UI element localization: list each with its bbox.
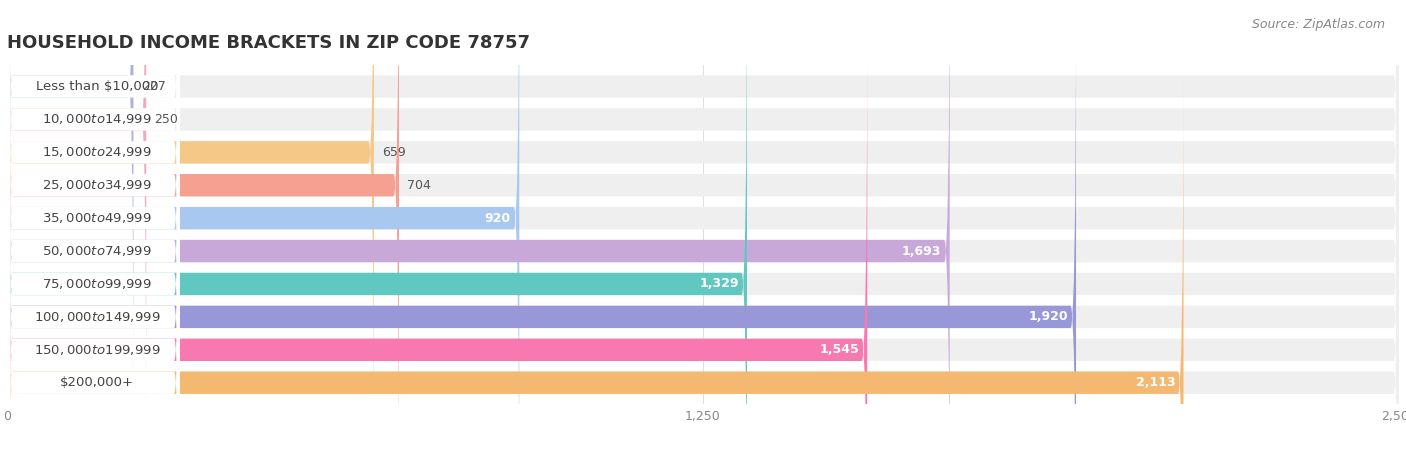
- FancyBboxPatch shape: [7, 32, 868, 449]
- Text: 920: 920: [485, 211, 510, 224]
- FancyBboxPatch shape: [7, 0, 180, 449]
- Text: 1,693: 1,693: [901, 245, 941, 258]
- FancyBboxPatch shape: [7, 0, 180, 405]
- Text: $25,000 to $34,999: $25,000 to $34,999: [42, 178, 152, 192]
- Text: HOUSEHOLD INCOME BRACKETS IN ZIP CODE 78757: HOUSEHOLD INCOME BRACKETS IN ZIP CODE 78…: [7, 34, 530, 52]
- FancyBboxPatch shape: [7, 0, 146, 437]
- FancyBboxPatch shape: [7, 0, 180, 449]
- Text: 1,329: 1,329: [699, 277, 738, 291]
- FancyBboxPatch shape: [7, 0, 519, 449]
- FancyBboxPatch shape: [7, 0, 180, 449]
- FancyBboxPatch shape: [7, 0, 1399, 449]
- Text: Less than $10,000: Less than $10,000: [35, 80, 157, 93]
- FancyBboxPatch shape: [7, 0, 1076, 449]
- FancyBboxPatch shape: [7, 0, 1399, 449]
- Text: $15,000 to $24,999: $15,000 to $24,999: [42, 145, 152, 159]
- FancyBboxPatch shape: [7, 65, 1399, 449]
- Text: $10,000 to $14,999: $10,000 to $14,999: [42, 112, 152, 127]
- FancyBboxPatch shape: [7, 0, 1399, 449]
- FancyBboxPatch shape: [7, 0, 399, 449]
- Text: Source: ZipAtlas.com: Source: ZipAtlas.com: [1251, 18, 1385, 31]
- FancyBboxPatch shape: [7, 0, 1399, 437]
- FancyBboxPatch shape: [7, 0, 1399, 449]
- Text: 227: 227: [142, 80, 166, 93]
- Text: 1,545: 1,545: [820, 343, 859, 357]
- Text: 1,920: 1,920: [1028, 310, 1067, 323]
- Text: 2,113: 2,113: [1136, 376, 1175, 389]
- FancyBboxPatch shape: [7, 65, 1184, 449]
- FancyBboxPatch shape: [7, 0, 134, 405]
- Text: 704: 704: [408, 179, 432, 192]
- Text: $100,000 to $149,999: $100,000 to $149,999: [34, 310, 160, 324]
- FancyBboxPatch shape: [7, 65, 180, 449]
- FancyBboxPatch shape: [7, 32, 1399, 449]
- Text: $200,000+: $200,000+: [60, 376, 134, 389]
- Text: 659: 659: [382, 146, 406, 159]
- Text: 250: 250: [155, 113, 179, 126]
- FancyBboxPatch shape: [7, 0, 1399, 449]
- Text: $50,000 to $74,999: $50,000 to $74,999: [42, 244, 152, 258]
- FancyBboxPatch shape: [7, 32, 180, 449]
- FancyBboxPatch shape: [7, 0, 747, 449]
- Text: $35,000 to $49,999: $35,000 to $49,999: [42, 211, 152, 225]
- FancyBboxPatch shape: [7, 0, 180, 449]
- Text: $75,000 to $99,999: $75,000 to $99,999: [42, 277, 152, 291]
- FancyBboxPatch shape: [7, 0, 180, 449]
- FancyBboxPatch shape: [7, 0, 180, 437]
- FancyBboxPatch shape: [7, 0, 949, 449]
- FancyBboxPatch shape: [7, 0, 1399, 405]
- FancyBboxPatch shape: [7, 0, 374, 449]
- FancyBboxPatch shape: [7, 0, 180, 449]
- FancyBboxPatch shape: [7, 0, 1399, 449]
- Text: $150,000 to $199,999: $150,000 to $199,999: [34, 343, 160, 357]
